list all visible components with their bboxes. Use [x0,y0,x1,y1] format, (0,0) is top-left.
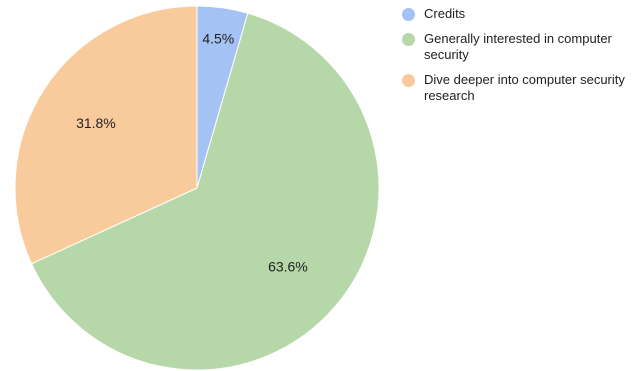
pie-chart: 4.5% 63.6% 31.8% [14,5,380,371]
pie-slice-label-2: 31.8% [76,115,116,131]
legend-item-generally-interested[interactable]: Generally interested in computer securit… [402,31,634,63]
pie-slice-label-1: 63.6% [268,259,308,275]
legend-swatch-dive-deeper [402,74,415,87]
legend-label-dive-deeper: Dive deeper into computer security resea… [424,72,625,103]
legend-item-dive-deeper[interactable]: Dive deeper into computer security resea… [402,72,634,104]
legend-item-credits[interactable]: Credits [402,6,634,22]
legend: Credits Generally interested in computer… [402,6,634,113]
legend-label-credits: Credits [424,6,466,21]
pie-slice-2[interactable] [14,5,198,265]
legend-swatch-credits [402,8,415,21]
pie-slice-label-0: 4.5% [202,30,234,46]
legend-swatch-generally-interested [402,33,415,46]
legend-label-generally-interested: Generally interested in computer securit… [424,31,612,62]
pie-slice-1[interactable] [30,12,380,371]
